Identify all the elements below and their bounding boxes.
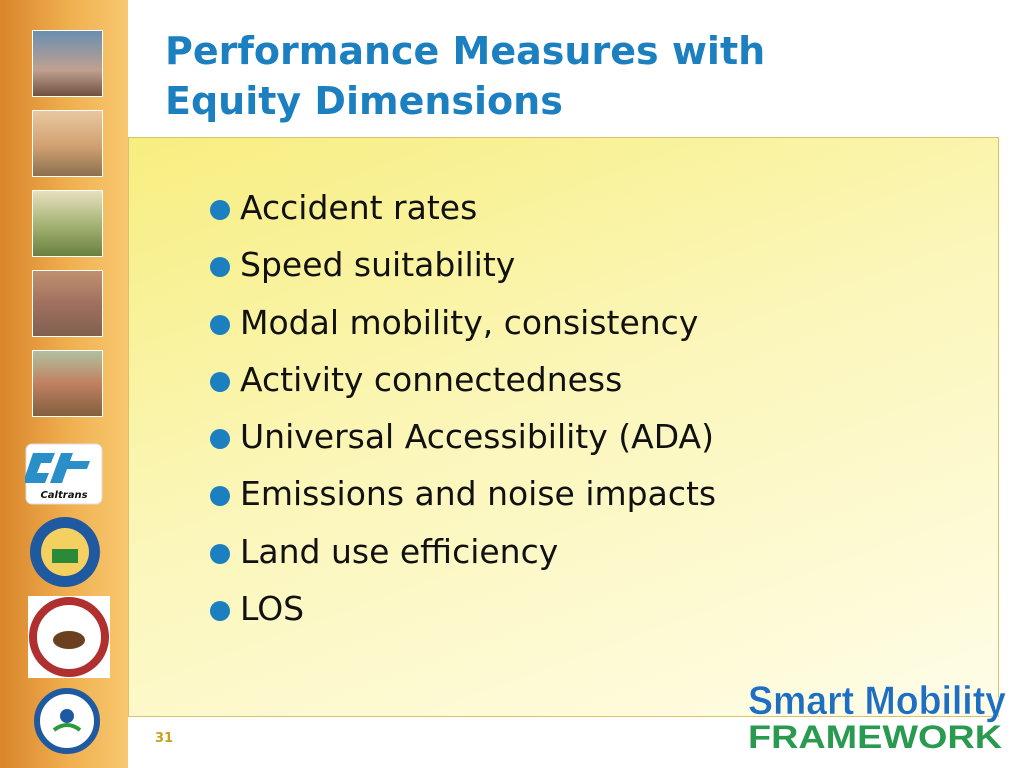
epa-seal <box>34 688 100 754</box>
sidebar: Caltrans <box>0 0 128 768</box>
caltrans-text: Caltrans <box>40 490 87 501</box>
bullet-item: LOS <box>210 583 716 640</box>
logo-line1: Smart Mobility <box>748 679 1007 723</box>
smart-mobility-logo: Smart Mobility FRAMEWORK <box>748 679 1007 755</box>
caltrans-logo: Caltrans <box>25 443 103 505</box>
bullet-item: Emissions and noise impacts <box>210 468 716 525</box>
photo-houses <box>32 350 103 417</box>
bullet-item: Universal Accessibility (ADA) <box>210 411 716 468</box>
bullet-item: Activity connectedness <box>210 354 716 411</box>
content-box <box>128 137 999 717</box>
bullet-item: Accident rates <box>210 182 716 239</box>
bullet-list: Accident rates Speed suitability Modal mob… <box>210 182 716 640</box>
page-number: 31 <box>155 731 174 746</box>
opr-seal <box>28 596 110 678</box>
logo-line2: FRAMEWORK <box>748 719 1002 755</box>
bullet-item: Speed suitability <box>210 239 716 296</box>
photo-pedestrian <box>32 270 103 337</box>
slide-title: Performance Measures with Equity Dimensi… <box>165 26 765 126</box>
title-line: Equity Dimensions <box>165 79 563 123</box>
photo-traffic <box>32 30 103 97</box>
bullet-item: Land use efficiency <box>210 526 716 583</box>
title-line: Performance Measures with <box>165 29 766 73</box>
hcd-seal <box>30 517 100 587</box>
photo-truck <box>32 110 103 177</box>
bullet-item: Modal mobility, consistency <box>210 297 716 354</box>
photo-highway <box>32 190 103 257</box>
